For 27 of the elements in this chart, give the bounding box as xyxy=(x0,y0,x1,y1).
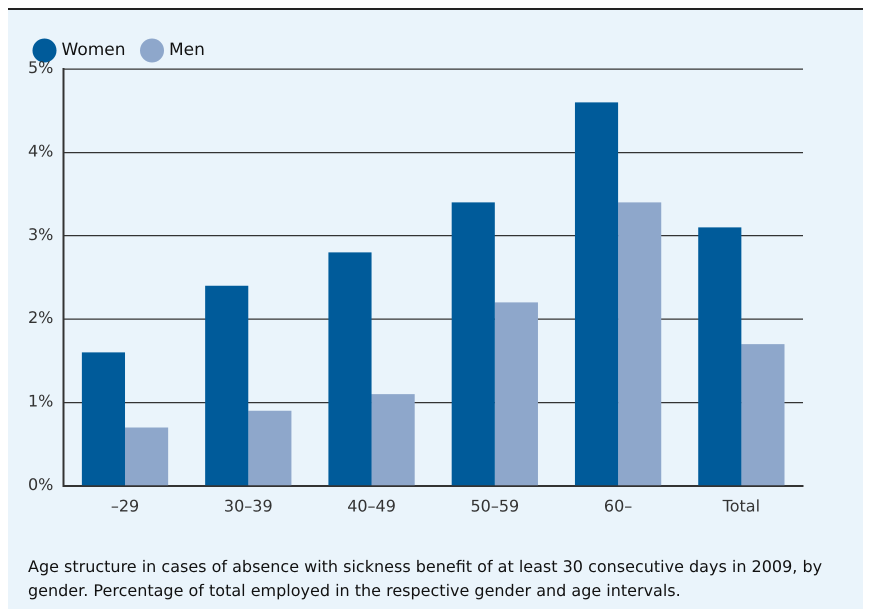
text: Age structure in cases of absence with sickness benefit of at least 30 consecutive days in 2009, by gender. Percentage of total employed in the respective gender and age intervals. xyxy=(28,556,824,602)
bar xyxy=(205,286,248,486)
legend-label: Men xyxy=(169,40,205,60)
bar xyxy=(618,202,662,486)
bar xyxy=(328,252,372,486)
x-tick-label: 60– xyxy=(604,496,632,516)
y-tick-label: 0% xyxy=(28,474,54,494)
x-tick-label: 50–59 xyxy=(470,496,520,516)
bar xyxy=(248,410,292,486)
bar xyxy=(574,102,618,486)
bar xyxy=(698,227,742,486)
y-tick-label: 1% xyxy=(28,392,54,411)
bar xyxy=(82,352,126,486)
y-tick-label: 2% xyxy=(28,308,54,328)
y-tick-label: 5% xyxy=(28,58,54,78)
bar xyxy=(125,427,168,486)
y-tick-label: 3% xyxy=(28,224,54,244)
x-tick-label: –29 xyxy=(110,496,140,516)
x-tick-label: Total xyxy=(722,496,760,516)
y-tick-label: 4% xyxy=(28,142,54,161)
x-tick-label: 40–49 xyxy=(347,496,396,516)
bar xyxy=(452,202,495,486)
legend-label: Women xyxy=(62,40,126,60)
x-tick-label: 30–39 xyxy=(224,496,273,516)
bar xyxy=(372,394,415,486)
bar xyxy=(494,302,538,486)
bar xyxy=(741,344,785,486)
